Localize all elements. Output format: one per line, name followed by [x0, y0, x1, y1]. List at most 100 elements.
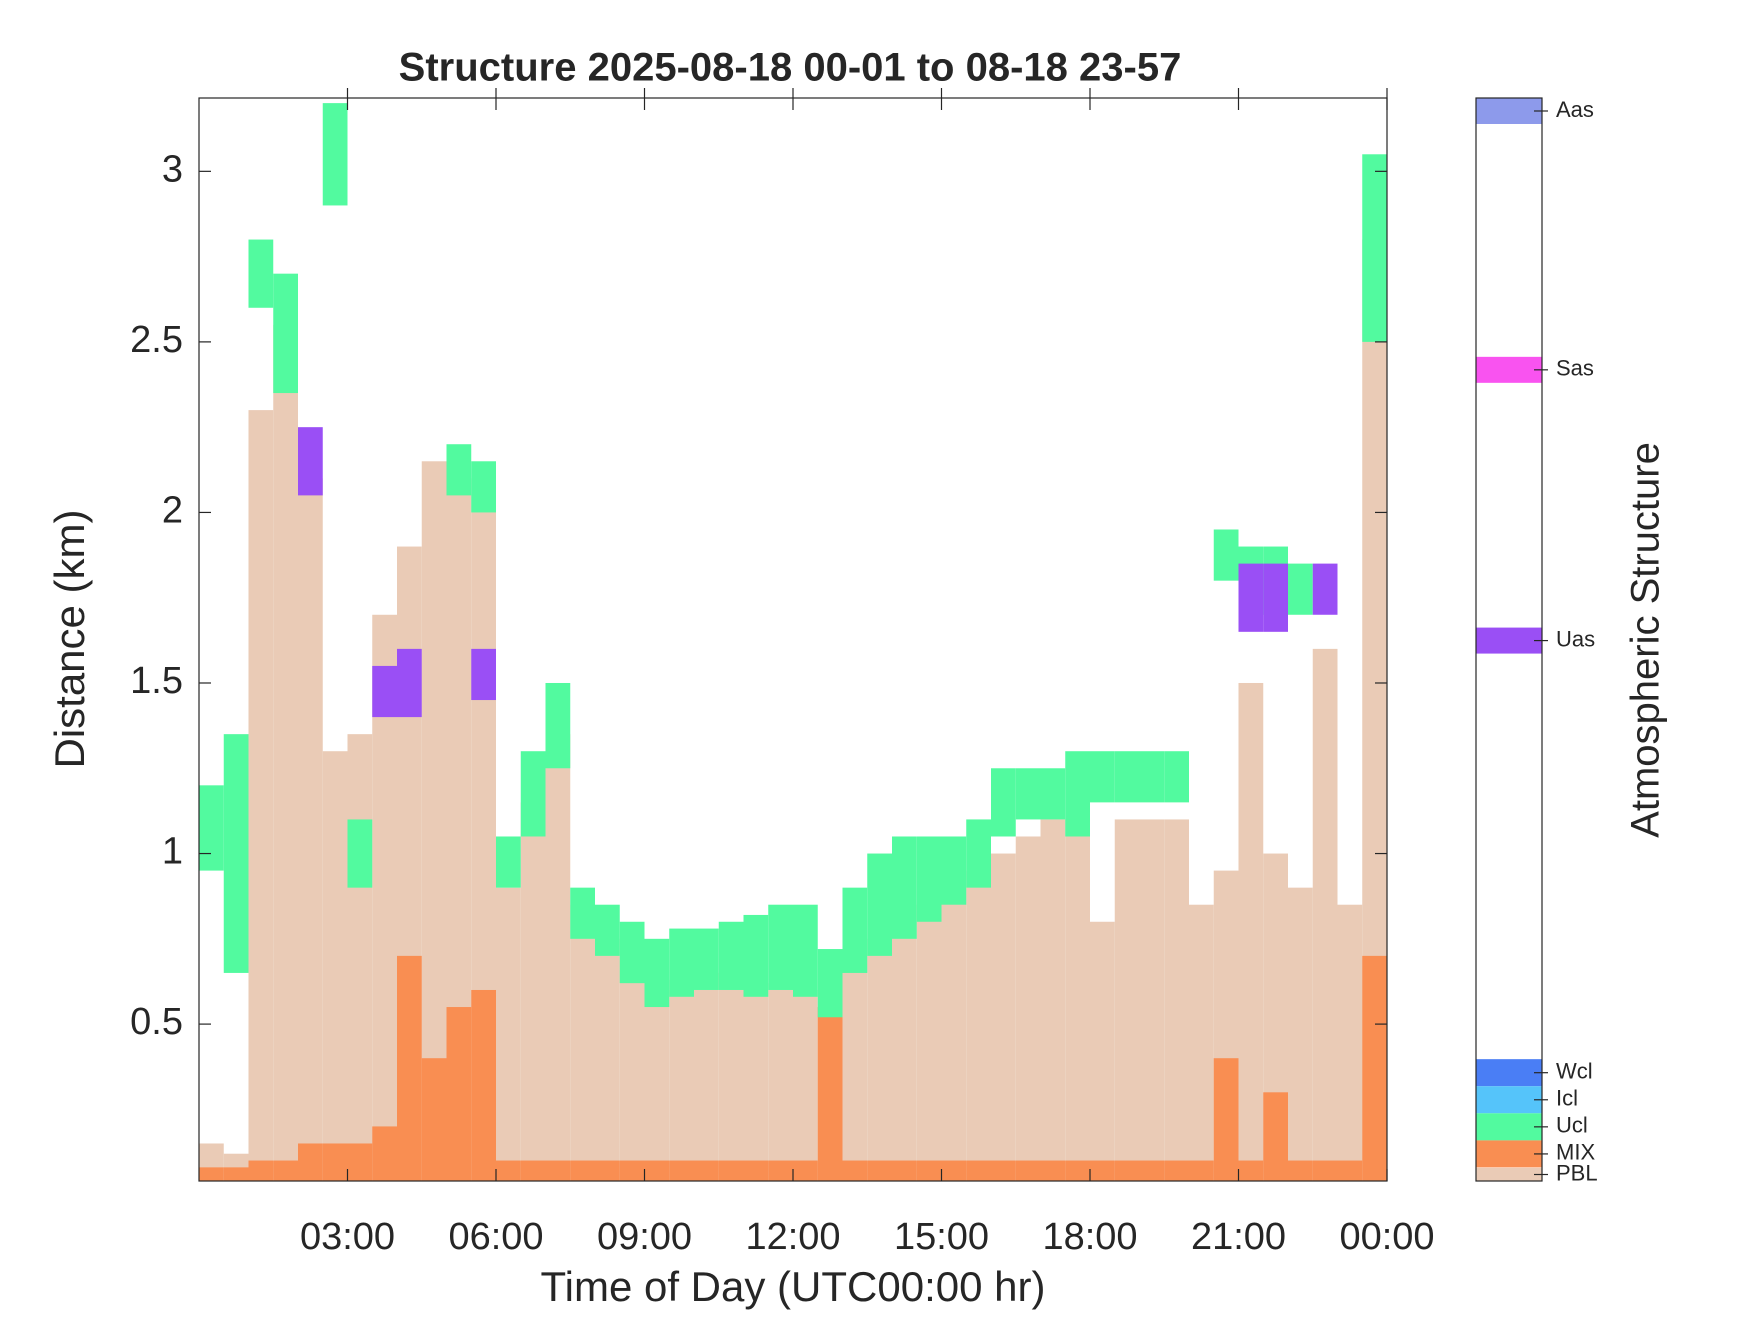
colorbar-tick-label: Icl: [1556, 1086, 1578, 1111]
structure-bar: [817, 1007, 843, 1181]
structure-bar: [570, 1160, 595, 1181]
structure-bar: [916, 904, 942, 1181]
x-tick-label: 21:00: [1191, 1216, 1286, 1258]
structure-bar: [941, 1160, 967, 1181]
x-tick-label: 06:00: [448, 1216, 543, 1258]
structure-bar: [446, 444, 472, 496]
structure-bar: [1312, 563, 1338, 615]
structure-bar: [669, 928, 694, 997]
structure-bar: [867, 853, 892, 956]
structure-bar: [1189, 1160, 1214, 1181]
structure-bar: [471, 461, 496, 513]
colorbar-segment: [1476, 98, 1542, 124]
structure-bar: [768, 1160, 793, 1181]
structure-bar: [1238, 1160, 1264, 1181]
structure-bar: [1238, 563, 1264, 632]
structure-bar: [1263, 1092, 1288, 1181]
y-tick-label: 3: [162, 148, 183, 190]
structure-bar: [199, 1167, 224, 1181]
structure-bar: [892, 921, 917, 1181]
structure-bar: [842, 955, 868, 1181]
colorbar-segment: [1476, 1086, 1542, 1114]
structure-bar: [991, 1160, 1016, 1181]
structure-bar: [372, 665, 397, 718]
x-tick-label: 12:00: [745, 1216, 840, 1258]
structure-bar: [619, 955, 645, 1181]
y-tick-label: 1: [162, 831, 183, 873]
x-tick-label: 09:00: [597, 1216, 692, 1258]
structure-bar: [223, 734, 249, 973]
structure-bar: [595, 938, 620, 1181]
structure-bar: [817, 949, 843, 1018]
y-tick-label: 0.5: [130, 1001, 183, 1043]
structure-bar: [743, 1160, 769, 1181]
structure-bar: [718, 921, 744, 990]
structure-bar: [570, 887, 595, 939]
structure-bar: [916, 1160, 942, 1181]
structure-bar: [347, 734, 373, 1181]
y-tick-label: 1.5: [130, 660, 183, 702]
structure-bar: [397, 648, 422, 718]
structure-bar: [916, 836, 942, 922]
structure-bar: [793, 904, 818, 997]
structure-bar: [570, 904, 595, 1181]
x-tick-label: 15:00: [894, 1216, 989, 1258]
structure-bar: [1090, 1160, 1115, 1181]
structure-bar: [644, 938, 670, 1008]
structure-bar: [842, 887, 868, 973]
structure-bar: [842, 1160, 868, 1181]
structure-bar: [768, 989, 793, 1181]
x-tick-label: 18:00: [1042, 1216, 1137, 1258]
structure-bar: [694, 972, 719, 1181]
structure-bar: [1337, 904, 1363, 1181]
structure-bar: [1288, 563, 1313, 615]
structure-bar: [1015, 1160, 1041, 1181]
structure-bar: [347, 819, 373, 888]
structure-bar: [941, 836, 967, 905]
structure-bar: [298, 478, 323, 1182]
structure-bar: [446, 1007, 472, 1181]
structure-bar: [1114, 819, 1140, 1181]
structure-bar: [496, 887, 521, 1181]
structure-bar: [1238, 682, 1264, 1181]
structure-bar: [298, 427, 323, 496]
y-tick-label: 2.5: [130, 319, 183, 361]
structure-bar: [867, 1160, 892, 1181]
colorbar-tick-label: MIX: [1556, 1140, 1595, 1165]
colorbar-segment: [1476, 627, 1542, 654]
structure-bar: [743, 983, 769, 1181]
structure-bar: [248, 239, 274, 308]
colorbar-segment: [1476, 1168, 1542, 1181]
structure-bar: [1040, 768, 1066, 820]
structure-bar: [397, 955, 422, 1181]
x-axis-label: Time of Day (UTC00:00 hr): [541, 1263, 1046, 1310]
structure-bar: [421, 1058, 447, 1181]
structure-bar: [347, 1143, 373, 1181]
structure-bar: [1337, 1160, 1363, 1181]
structure-bar: [1139, 819, 1165, 1181]
structure-bar: [273, 324, 298, 1181]
structure-bar: [1213, 529, 1239, 581]
structure-bar: [372, 1126, 397, 1181]
colorbar-segment: [1476, 1140, 1542, 1168]
structure-bar: [322, 1143, 348, 1181]
colorbar-tick-label: PBL: [1556, 1160, 1598, 1185]
structure-bar: [1090, 751, 1115, 803]
structure-bar: [496, 1160, 521, 1181]
structure-bar: [1213, 1058, 1239, 1181]
structure-bar: [471, 648, 496, 701]
structure-bar: [892, 1160, 917, 1181]
structure-bar: [248, 410, 274, 1182]
structure-bar: [1015, 836, 1041, 1181]
colorbar-label: Atmospheric Structure: [1624, 442, 1668, 838]
structure-bar: [619, 921, 645, 984]
structure-bar: [520, 802, 546, 1181]
colorbar-tick-label: Wcl: [1556, 1059, 1593, 1084]
structure-bar: [1015, 768, 1041, 820]
structure-bar: [694, 1160, 719, 1181]
marks: [199, 103, 1387, 1182]
structure-bar: [991, 853, 1016, 1181]
structure-bar: [199, 785, 224, 871]
structure-bar: [1312, 648, 1338, 1181]
structure-bar: [743, 914, 769, 997]
